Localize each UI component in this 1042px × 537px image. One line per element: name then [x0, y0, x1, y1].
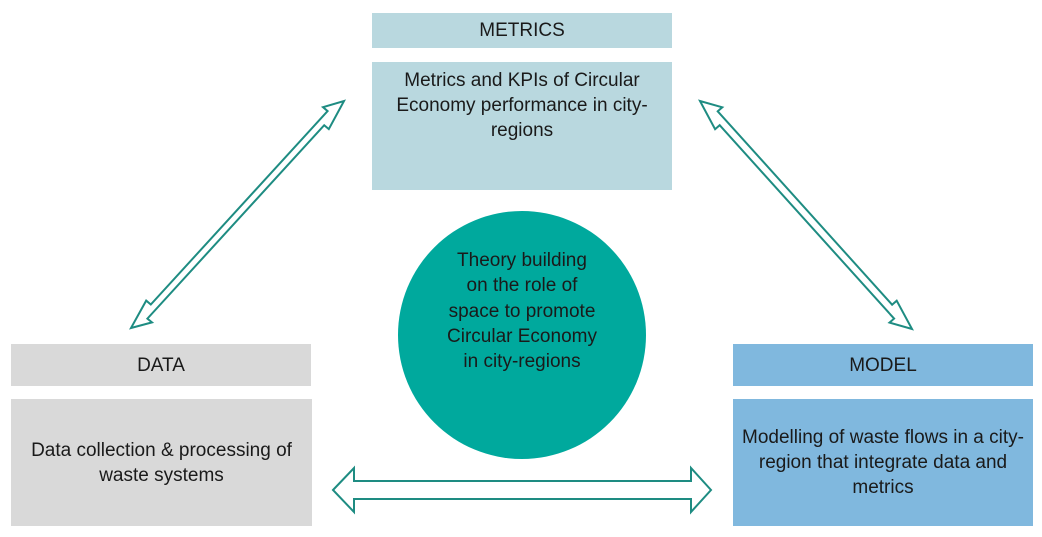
data-title: DATA — [11, 344, 311, 386]
metrics-description: Metrics and KPIs of Circular Economy per… — [372, 62, 672, 190]
metrics-title: METRICS — [372, 13, 672, 48]
theory-building-text: Theory building on the role of space to … — [447, 250, 597, 373]
data-description: Data collection & processing of waste sy… — [11, 399, 312, 526]
theory-building-circle: Theory building on the role of space to … — [398, 211, 646, 459]
double-arrow-metrics-model — [698, 99, 915, 331]
double-arrow-data-metrics — [128, 99, 347, 330]
double-arrow-data-model — [331, 465, 713, 515]
model-title: MODEL — [733, 344, 1033, 386]
model-description: Modelling of waste flows in a city-regio… — [733, 399, 1033, 526]
